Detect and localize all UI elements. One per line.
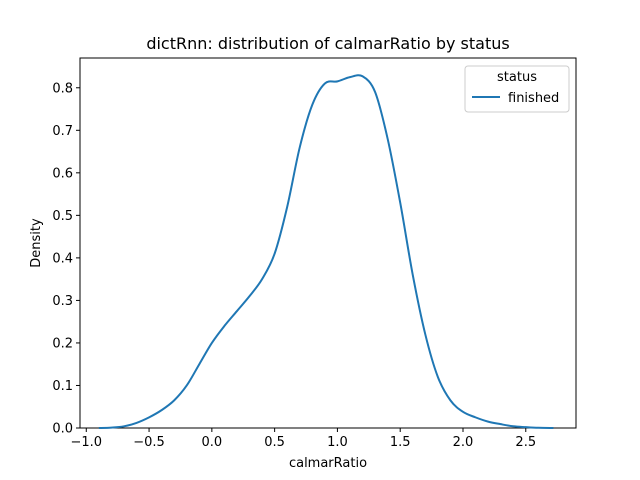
legend-box	[464, 65, 570, 113]
x-tick-label: −0.5	[133, 435, 165, 450]
legend-title: status	[497, 70, 537, 85]
legend-label-finished: finished	[508, 91, 559, 106]
x-tick-label: 1.5	[390, 435, 411, 450]
y-tick-label: 0.5	[52, 209, 73, 224]
y-tick-label: 0.4	[52, 251, 73, 266]
series-layer	[98, 74, 554, 429]
x-axis: −1.0 −0.5 0.0 0.5 1.0 1.5 2.0 2.5	[70, 428, 536, 450]
y-tick-label: 0.3	[52, 294, 73, 309]
x-tick-label: 0.0	[202, 435, 223, 450]
plot-area	[79, 57, 577, 429]
y-tick-label: 0.8	[52, 81, 73, 96]
x-tick-label: 1.0	[327, 435, 348, 450]
y-tick-label: 0.1	[52, 379, 73, 394]
x-axis-label: calmarRatio	[289, 456, 367, 471]
y-axis-label: Density	[29, 218, 44, 268]
y-tick-label: 0.0	[52, 422, 73, 437]
y-tick-label: 0.6	[52, 166, 73, 181]
chart-title: dictRnn: distribution of calmarRatio by …	[146, 34, 509, 53]
y-tick-label: 0.7	[52, 124, 73, 139]
x-tick-label: 0.5	[264, 435, 285, 450]
x-tick-label: 2.5	[515, 435, 536, 450]
x-tick-label: −1.0	[70, 435, 102, 450]
legend: status finished	[464, 65, 570, 113]
y-tick-label: 0.2	[52, 336, 73, 351]
x-tick-label: 2.0	[453, 435, 474, 450]
y-axis: 0.0 0.1 0.2 0.3 0.4 0.5 0.6 0.7 0.8	[52, 81, 80, 437]
series-line-finished	[98, 74, 554, 429]
